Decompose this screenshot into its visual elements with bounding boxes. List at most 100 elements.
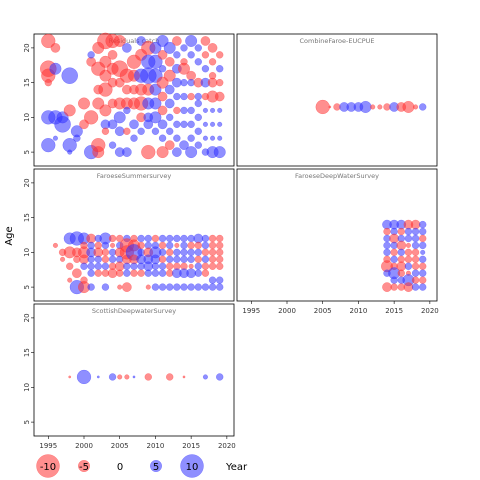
residual-bubble [193,233,204,244]
residual-bubble [173,120,181,128]
residual-bubble [216,65,224,73]
residual-bubble [107,119,118,130]
residual-bubble [68,375,72,379]
residual-bubble [383,241,391,250]
residual-bubble [208,276,217,284]
residual-bubble [403,282,414,292]
residual-bubble [163,41,176,54]
residual-bubble [78,97,90,110]
panel-frame [33,33,235,167]
residual-bubble [194,283,202,291]
residual-bubble [328,105,332,109]
residual-bubble [413,104,419,110]
residual-bubble [108,234,117,243]
residual-bubble [202,121,208,127]
legend-label: 0 [117,462,123,473]
residual-bubble [216,248,224,257]
residual-bubble [404,255,413,263]
residual-bubble [123,106,131,115]
residual-bubble [172,147,182,157]
legend-label: 5 [153,462,159,473]
legend-bubble [36,454,60,478]
residual-bubble [158,255,167,263]
residual-bubble [202,107,208,113]
residual-bubble [419,262,427,270]
residual-bubble [201,255,210,263]
residual-bubble [130,262,138,270]
residual-bubble [201,269,210,277]
residual-bubble [173,92,181,101]
residual-bubble [123,269,131,277]
residual-bubble [180,255,188,263]
residual-bubble [166,262,174,270]
panel-title: ScottishDeepwaterSurvey [92,307,176,315]
residual-bubble [113,111,126,124]
residual-bubble [132,375,136,379]
residual-bubble [419,241,427,250]
residual-bubble [123,127,131,135]
residual-bubble [108,373,117,381]
y-tick-label: 10 [23,383,31,392]
residual-bubble [94,262,102,270]
residual-bubble [210,121,216,127]
residual-bubble [157,105,168,116]
residual-bubble [194,92,202,101]
residual-bubble [419,269,427,277]
residual-bubble [411,234,420,243]
residual-bubble [396,261,407,272]
residual-bubble [151,262,160,270]
residual-bubble [410,219,421,230]
residual-bubble [194,99,202,108]
residual-bubble [411,248,420,257]
x-tick-label: 2005 [111,442,129,450]
panel-2: CombineFaroe-EUCPUE [236,33,438,167]
residual-bubble [52,242,58,248]
residual-bubble [173,106,181,115]
residual-bubble [66,262,74,270]
residual-bubble [404,262,413,270]
residual-bubble [124,374,130,380]
x-tick-label: 1995 [242,307,260,315]
residual-bubble [149,111,162,124]
residual-bubble [87,51,95,59]
residual-bubble [98,82,113,97]
residual-bubble [107,50,118,60]
x-tick-label: 2015 [385,307,403,315]
residual-bubble [158,234,167,243]
y-tick-label: 10 [23,113,31,122]
residual-bubble [92,146,105,159]
panel-title: Residuals catch [109,37,160,45]
residual-bubble [186,70,196,81]
residual-bubble [96,375,100,379]
residual-bubble [143,261,154,272]
y-tick-label: 15 [23,213,31,222]
residual-bubble [419,276,427,284]
residual-bubble [187,92,195,101]
residual-bubble [201,65,210,73]
residual-bubble [359,100,372,113]
residual-bubble [194,127,202,135]
residual-bubble [180,241,188,250]
residual-bubble [94,269,102,277]
residual-bubble [201,51,210,59]
residual-bubble [201,262,210,270]
residual-bubble [166,373,174,381]
residual-bubble [194,113,202,122]
residual-bubble [389,233,399,244]
residual-bubble [216,51,224,59]
residual-bubble [130,269,138,277]
residual-bubble [208,234,217,243]
residual-bubble [108,255,117,263]
residual-bubble [158,65,167,73]
legend-bubble [180,454,204,478]
residual-bubble [201,283,210,291]
residual-bubble [158,134,167,142]
residual-bubble [208,262,217,270]
residual-bubble [84,110,99,125]
panel-frame [236,33,438,167]
legend-label: -10 [40,462,56,473]
residual-bubble [419,234,427,243]
residual-bubble [101,255,110,263]
residual-bubble [208,241,217,250]
residual-bubble [172,77,182,88]
